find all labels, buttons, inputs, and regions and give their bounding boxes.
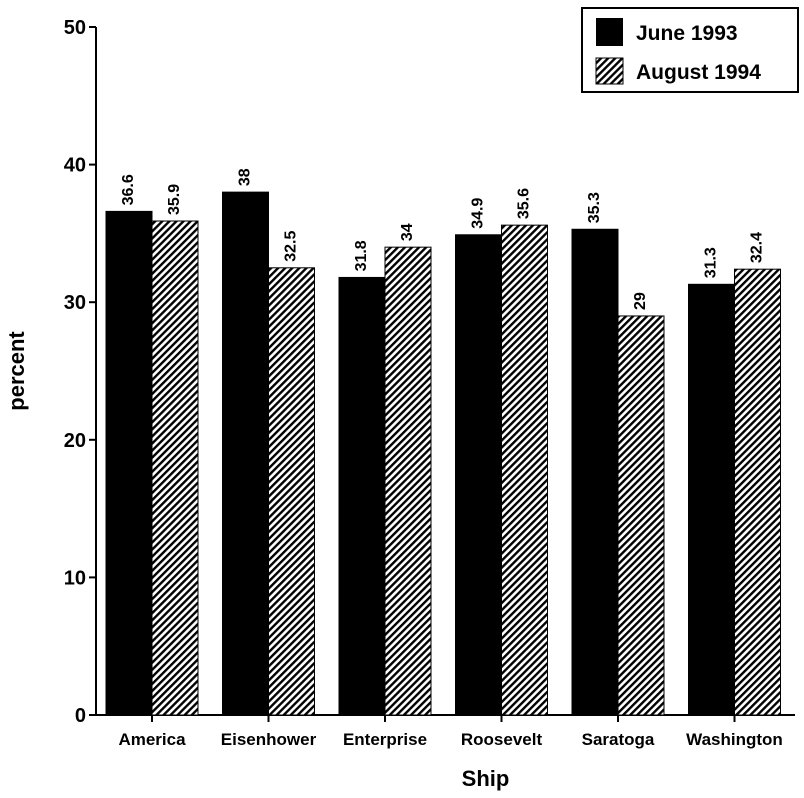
- y-tick-label: 40: [64, 155, 86, 177]
- bar-washington-june-1993: [688, 283, 735, 716]
- legend-swatch-june-1993: [596, 18, 623, 46]
- x-tick-label-america: America: [118, 730, 186, 749]
- y-tick-label: 0: [75, 705, 86, 727]
- data-label-washington-june-1993: 31.3: [703, 247, 720, 278]
- legend-label-june-1993: June 1993: [636, 22, 738, 45]
- legend-swatch-august-1994: [595, 57, 624, 85]
- data-label-eisenhower-june-1993: 38: [237, 168, 254, 186]
- y-tick-label: 50: [64, 17, 86, 39]
- x-tick-label-enterprise: Enterprise: [343, 730, 427, 749]
- data-label-eisenhower-august-1994: 32.5: [283, 231, 300, 262]
- legend: June 1993 August 1994: [581, 7, 799, 93]
- data-label-roosevelt-june-1993: 34.9: [470, 198, 487, 229]
- y-tick-label: 10: [64, 567, 86, 589]
- data-label-enterprise-june-1993: 31.8: [353, 240, 370, 271]
- x-tick-label-saratoga: Saratoga: [582, 730, 655, 749]
- y-axis-title: percent: [4, 331, 29, 411]
- y-tick-label: 30: [64, 292, 86, 314]
- bar-roosevelt-august-1994: [501, 224, 548, 716]
- legend-label-august-1994: August 1994: [636, 61, 761, 84]
- bar-roosevelt-june-1993: [455, 234, 502, 716]
- x-axis-title: Ship: [462, 766, 510, 791]
- bar-washington-august-1994: [734, 268, 781, 716]
- data-label-washington-august-1994: 32.4: [749, 232, 766, 263]
- bar-enterprise-august-1994: [384, 246, 432, 716]
- bars: [105, 191, 781, 716]
- data-labels: 36.6 35.9 38 32.5 31.8 34 34.9 35.6 35.3 29 31.3 32…: [120, 168, 766, 310]
- bar-enterprise-june-1993: [338, 276, 386, 716]
- data-label-saratoga-august-1994: 29: [632, 292, 649, 310]
- data-label-america-june-1993: 36.6: [120, 174, 137, 205]
- data-label-roosevelt-august-1994: 35.6: [516, 188, 533, 219]
- bar-america-august-1994: [151, 220, 199, 716]
- x-tick-label-roosevelt: Roosevelt: [461, 730, 543, 749]
- data-label-enterprise-august-1994: 34: [399, 223, 416, 241]
- bar-eisenhower-august-1994: [268, 267, 315, 716]
- y-tick-label: 20: [64, 430, 86, 452]
- x-tick-label-washington: Washington: [686, 730, 783, 749]
- bar-saratoga-june-1993: [571, 228, 619, 716]
- data-label-saratoga-june-1993: 35.3: [586, 192, 603, 223]
- bar-saratoga-august-1994: [617, 315, 665, 716]
- bar-america-june-1993: [105, 210, 153, 716]
- axes: 0 10 20 30 40 50 America Eisenhower Enterprise Ro…: [64, 17, 795, 749]
- x-tick-label-eisenhower: Eisenhower: [221, 730, 317, 749]
- data-label-america-august-1994: 35.9: [166, 184, 183, 215]
- bar-eisenhower-june-1993: [222, 191, 269, 716]
